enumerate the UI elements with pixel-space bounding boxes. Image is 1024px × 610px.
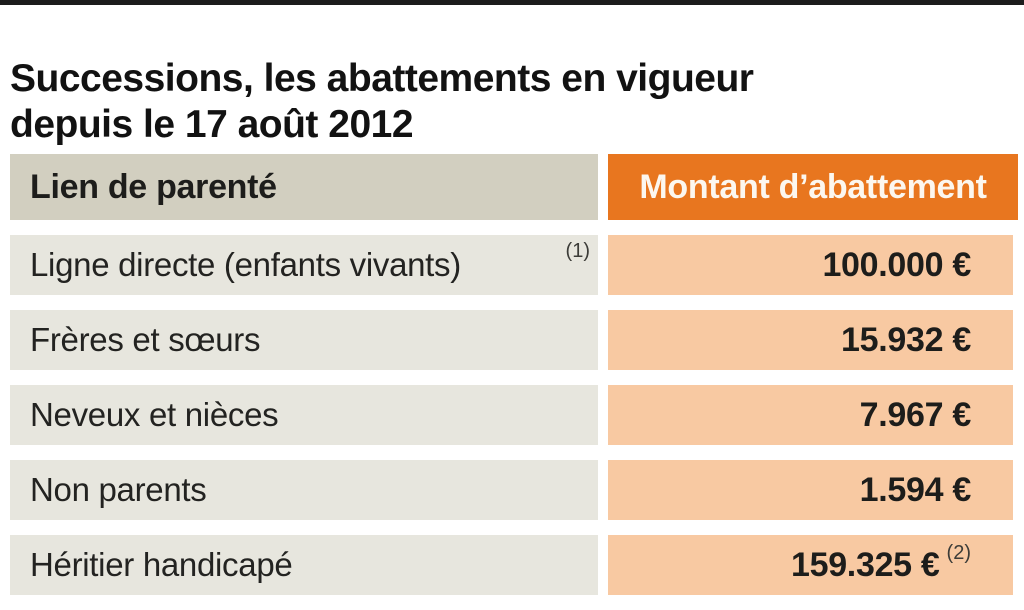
header-label-amount: Montant d’abattement [639,167,987,206]
table-row: Héritier handicapé 159.325 € (2) [10,535,1018,595]
relation-cell: Héritier handicapé [10,535,598,595]
amount-value: 1.594 € [859,470,972,509]
title-line-1: Successions, les abattements en vigueur [10,57,754,101]
amount-value: 100.000 € [822,245,971,284]
relation-label: Ligne directe (enfants vivants) [30,246,461,283]
footnote-marker-1: (1) [565,240,590,262]
header-cell-amount: Montant d’abattement [608,154,1018,220]
relation-label: Frères et sœurs [30,321,261,358]
table-row: Ligne directe (enfants vivants) (1) 100.… [10,235,1018,295]
amount-cell: 159.325 € (2) [608,535,1013,595]
table-header-row: Lien de parenté Montant d’abattement [10,154,1018,220]
relation-cell: Neveux et nièces [10,385,598,445]
amount-value: 159.325 € [790,545,940,584]
title-line-2: depuis le 17 août 2012 [10,102,414,146]
amount-cell: 7.967 € [608,385,1013,445]
relation-cell: Ligne directe (enfants vivants) (1) [10,235,598,295]
amount-cell: 1.594 € [608,460,1013,520]
top-border-bar [0,0,1024,5]
footnote-marker-2: (2) [946,541,971,564]
infographic-title: Successions, les abattements en vigueur … [10,56,990,147]
header-cell-relation: Lien de parenté [10,154,598,220]
amount-value: 15.932 € [841,320,971,359]
abattements-table: Lien de parenté Montant d’abattement Lig… [10,154,1018,610]
table-row: Non parents 1.594 € [10,460,1018,520]
amount-value: 7.967 € [859,395,972,434]
table-row: Frères et sœurs 15.932 € [10,310,1018,370]
amount-cell: 100.000 € [608,235,1013,295]
relation-label: Non parents [30,471,207,508]
amount-cell: 15.932 € [608,310,1013,370]
header-label-relation: Lien de parenté [30,167,277,206]
table-row: Neveux et nièces 7.967 € [10,385,1018,445]
relation-cell: Frères et sœurs [10,310,598,370]
relation-cell: Non parents [10,460,598,520]
relation-label: Héritier handicapé [30,546,293,583]
relation-label: Neveux et nièces [30,396,279,433]
